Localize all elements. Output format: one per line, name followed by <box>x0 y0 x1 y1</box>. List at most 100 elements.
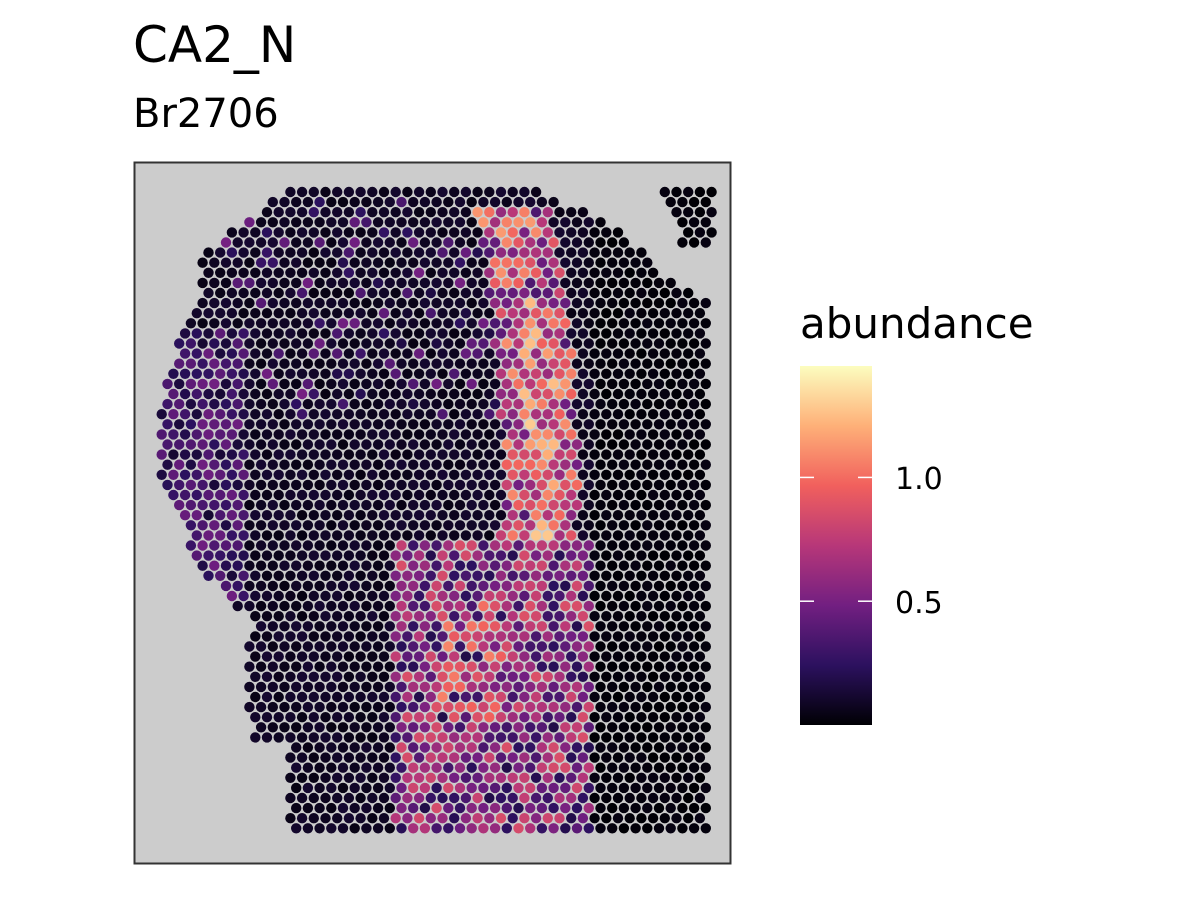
tissue-spot <box>291 277 302 289</box>
tissue-spot <box>484 328 495 339</box>
tissue-spot <box>612 813 624 824</box>
tissue-spot <box>484 489 495 501</box>
tissue-spot <box>612 611 624 622</box>
tissue-spot <box>314 358 325 369</box>
tissue-spot <box>437 611 448 622</box>
tissue-spot <box>197 398 208 410</box>
tissue-spot <box>472 530 483 541</box>
tissue-spot <box>642 358 653 369</box>
tissue-spot <box>449 409 460 420</box>
tissue-spot <box>507 813 518 824</box>
tissue-spot <box>320 449 331 460</box>
tissue-spot <box>419 499 431 511</box>
tissue-spot <box>302 560 314 571</box>
tissue-spot <box>320 247 331 258</box>
tissue-spot <box>554 489 565 501</box>
tissue-spot <box>326 782 337 794</box>
tissue-spot <box>419 338 431 349</box>
tissue-spot <box>454 701 466 713</box>
tissue-spot <box>601 691 612 703</box>
tissue-spot <box>179 469 191 480</box>
tissue-spot <box>209 358 220 369</box>
tissue-spot <box>419 297 431 309</box>
tissue-spot <box>647 469 659 480</box>
tissue-spot <box>308 752 319 763</box>
tissue-spot <box>396 237 407 248</box>
tissue-spot <box>431 338 442 349</box>
tissue-spot <box>454 318 466 329</box>
tissue-spot <box>197 479 208 491</box>
tissue-spot <box>308 489 319 501</box>
tissue-spot <box>642 479 653 491</box>
tissue-spot <box>536 681 548 693</box>
tissue-spot <box>478 823 489 834</box>
tissue-spot <box>320 651 331 662</box>
tissue-spot <box>630 358 641 369</box>
tissue-spot <box>583 742 594 753</box>
tissue-spot <box>472 287 483 299</box>
tissue-spot <box>688 560 700 571</box>
tissue-spot <box>443 802 454 814</box>
tissue-spot <box>285 792 296 804</box>
tissue-spot <box>250 611 261 622</box>
tissue-spot <box>402 671 413 682</box>
tissue-spot <box>560 398 571 410</box>
tissue-spot <box>437 631 448 642</box>
tissue-spot <box>507 227 518 238</box>
tissue-spot <box>583 560 594 571</box>
tissue-spot <box>361 237 372 248</box>
tissue-spot <box>367 308 378 319</box>
tissue-spot <box>683 530 694 541</box>
tissue-spot <box>308 449 319 460</box>
tissue-spot <box>402 308 413 319</box>
tissue-spot <box>431 742 442 753</box>
tissue-spot <box>601 752 612 763</box>
tissue-spot <box>671 792 682 804</box>
tissue-spot <box>355 651 366 662</box>
tissue-spot <box>495 489 507 501</box>
tissue-spot <box>513 802 524 814</box>
tissue-spot <box>548 580 559 592</box>
tissue-spot <box>700 358 711 369</box>
tissue-spot <box>302 358 314 369</box>
tissue-spot <box>408 742 419 753</box>
tissue-spot <box>694 590 706 602</box>
tissue-spot <box>361 641 372 652</box>
tissue-spot <box>659 691 670 703</box>
tissue-spot <box>677 499 688 511</box>
tissue-spot <box>425 449 436 460</box>
tissue-spot <box>343 328 355 339</box>
tissue-spot <box>630 540 641 551</box>
tissue-spot <box>554 732 565 743</box>
tissue-spot <box>431 701 442 713</box>
tissue-spot <box>665 196 676 208</box>
tissue-spot <box>261 388 273 400</box>
tissue-spot <box>589 287 600 299</box>
tissue-spot <box>595 217 606 228</box>
tissue-spot <box>694 813 706 824</box>
tissue-spot <box>560 580 571 592</box>
tissue-spot <box>355 792 366 804</box>
tissue-spot <box>378 247 390 258</box>
tissue-spot <box>337 419 349 430</box>
tissue-spot <box>688 540 700 551</box>
tissue-spot <box>250 287 261 299</box>
tissue-spot <box>408 257 419 268</box>
tissue-spot <box>513 459 524 470</box>
tissue-spot <box>577 409 589 420</box>
tissue-spot <box>437 348 448 359</box>
tissue-spot <box>501 217 512 228</box>
tissue-spot <box>642 701 653 713</box>
tissue-spot <box>443 499 454 511</box>
tissue-spot <box>478 742 489 753</box>
tissue-spot <box>495 469 507 480</box>
tissue-spot <box>630 762 641 773</box>
tissue-spot <box>408 722 419 733</box>
tissue-spot <box>408 621 419 632</box>
tissue-spot <box>273 388 284 400</box>
tissue-spot <box>478 419 489 430</box>
tissue-spot <box>478 560 489 571</box>
tissue-spot <box>232 297 243 309</box>
tissue-spot <box>571 560 583 571</box>
tissue-spot <box>343 671 355 682</box>
